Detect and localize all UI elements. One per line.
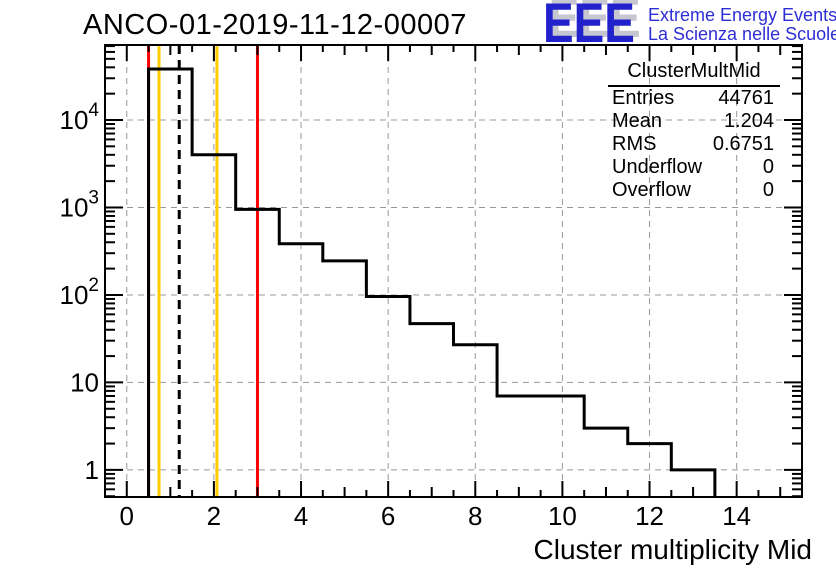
y-tick-label: 103 (60, 187, 100, 222)
eee-logo-icon: EEE (543, 0, 635, 54)
page-title: ANCO-01-2019-11-12-00007 (83, 9, 467, 41)
x-tick-label: 8 (468, 501, 482, 531)
stats-value: 1.204 (723, 110, 774, 132)
stats-label: Mean (612, 110, 663, 132)
stats-value: 0 (762, 156, 774, 178)
x-tick-label: 4 (294, 501, 308, 531)
stats-label: RMS (612, 133, 657, 155)
y-tick-label: 104 (60, 100, 100, 135)
stats-label: Underflow (612, 156, 703, 178)
stats-value: 0.6751 (712, 133, 774, 155)
eee-logo-line1: Extreme Energy Events (648, 5, 836, 25)
x-tick-label: 12 (635, 501, 664, 531)
stats-row-underflow: Underflow 0 (608, 156, 780, 179)
y-tick-label: 102 (60, 275, 100, 310)
stats-value: 0 (762, 179, 774, 201)
x-axis-title: Cluster multiplicity Mid (534, 534, 813, 565)
x-tick-label: 6 (381, 501, 395, 531)
eee-logo-text: Extreme Energy Events La Scienza nelle S… (648, 6, 836, 44)
stats-label: Overflow (612, 179, 691, 201)
stats-value: 44761 (718, 87, 774, 109)
x-tick-label: 0 (120, 501, 134, 531)
x-tick-label: 2 (207, 501, 221, 531)
x-tick-label: 14 (722, 501, 751, 531)
y-tick-label: 1 (85, 455, 99, 485)
stats-row-overflow: Overflow 0 (608, 179, 780, 202)
stats-row-mean: Mean 1.204 (608, 110, 780, 133)
eee-logo-line2: La Scienza nelle Scuole (648, 24, 836, 44)
histogram-path (147, 67, 717, 497)
stats-box: ClusterMultMid Entries 44761 Mean 1.204 … (608, 57, 780, 202)
stats-row-rms: RMS 0.6751 (608, 133, 780, 156)
stats-title: ClusterMultMid (608, 57, 780, 87)
x-tick-label: 10 (548, 501, 577, 531)
y-tick-label: 10 (70, 367, 99, 397)
stats-row-entries: Entries 44761 (608, 87, 780, 110)
stats-label: Entries (612, 87, 675, 109)
